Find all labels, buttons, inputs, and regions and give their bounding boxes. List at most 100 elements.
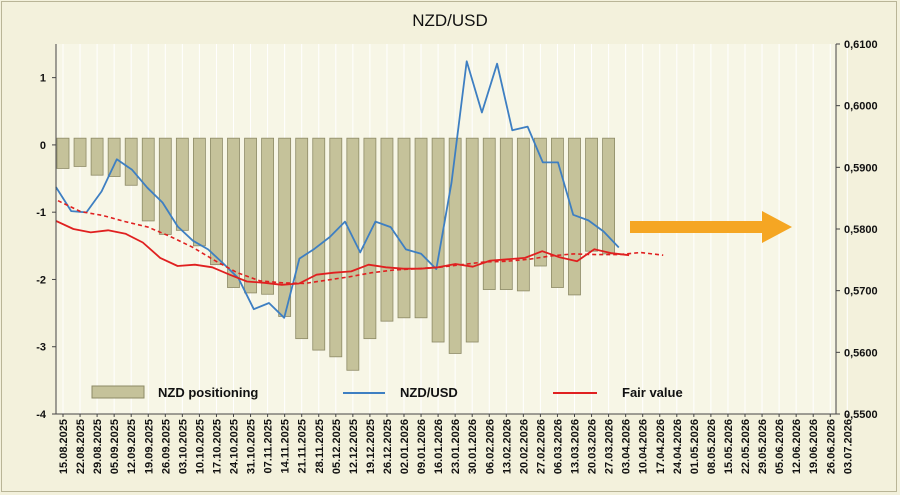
left-tick-label: 0 xyxy=(40,140,46,152)
forecast-arrow xyxy=(630,211,792,243)
left-axis: -4 -3 -2 -1 0 1 xyxy=(36,44,57,421)
x-tick-label: 28.11.2025 xyxy=(314,419,326,473)
x-tick-label: 30.01.2026 xyxy=(467,419,479,474)
x-tick-label: 24.10.2025 xyxy=(229,419,241,474)
left-tick-label: -2 xyxy=(36,274,46,286)
positioning-bar xyxy=(329,137,343,358)
x-tick-label: 15.05.2026 xyxy=(723,419,735,474)
positioning-bar xyxy=(210,137,223,266)
left-tick-label: -3 xyxy=(36,342,46,354)
x-tick-label: 12.06.2026 xyxy=(791,419,803,474)
x-tick-label: 23.01.2026 xyxy=(450,419,462,474)
positioning-bar xyxy=(397,137,411,319)
x-tick-label: 05.09.2025 xyxy=(109,419,121,474)
right-tick-label: 0,5600 xyxy=(844,347,878,359)
positioning-bar xyxy=(363,137,377,340)
series-line-nzd-usd xyxy=(55,60,620,319)
legend: NZD positioning NZD/USD Fair value xyxy=(91,385,683,400)
positioning-bar xyxy=(414,137,428,319)
x-tick-label: 31.10.2025 xyxy=(246,419,258,474)
positioning-bar xyxy=(551,137,564,288)
legend-item-positioning: NZD positioning xyxy=(91,385,258,400)
x-tick-label: 20.02.2026 xyxy=(518,419,530,474)
x-tick-label: 17.04.2026 xyxy=(655,419,667,474)
positioning-bar xyxy=(175,137,189,231)
positioning-bar xyxy=(585,137,598,252)
x-tick-label: 26.06.2026 xyxy=(825,419,837,474)
x-tick-label: 03.07.2026 xyxy=(842,419,854,474)
left-tick-label: 1 xyxy=(40,73,46,85)
x-tick-label: 12.09.2025 xyxy=(126,419,138,474)
positioning-bar xyxy=(141,137,155,222)
legend-label-positioning: NZD positioning xyxy=(158,385,258,400)
positioning-bar xyxy=(107,137,121,177)
x-tick-label: 20.03.2026 xyxy=(587,419,599,474)
x-tick-label: 26.09.2025 xyxy=(160,419,172,474)
x-tick-label: 27.03.2026 xyxy=(604,419,616,474)
right-tick-label: 0,6100 xyxy=(844,39,878,51)
legend-label-nzdusd: NZD/USD xyxy=(400,385,458,400)
x-tick-label: 14.11.2025 xyxy=(280,419,292,473)
positioning-bar xyxy=(499,137,513,290)
right-tick-label: 0,5500 xyxy=(844,409,878,421)
series-lines xyxy=(55,60,664,319)
positioning-bar xyxy=(261,137,275,295)
x-tick-label: 05.06.2026 xyxy=(774,419,786,474)
x-tick-label: 22.05.2026 xyxy=(740,419,752,474)
x-tick-label: 06.02.2026 xyxy=(484,419,496,474)
positioning-bar xyxy=(192,137,206,247)
x-tick-label: 19.09.2025 xyxy=(143,419,155,474)
positioning-bar xyxy=(380,137,394,322)
series-line-fair-value-trend xyxy=(57,199,664,285)
positioning-bar xyxy=(534,137,547,267)
x-tick-label: 21.11.2025 xyxy=(297,419,309,473)
right-axis: 0,5500 0,5600 0,5700 0,5800 0,5900 0,6000 0,61… xyxy=(56,39,878,421)
positioning-bar xyxy=(431,137,445,343)
positioning-bar xyxy=(448,137,462,354)
x-tick-label: 01.05.2026 xyxy=(689,419,701,474)
right-tick-label: 0,5800 xyxy=(844,224,878,236)
x-tick-label: 09.01.2026 xyxy=(416,419,428,474)
x-tick-label: 03.10.2025 xyxy=(177,419,189,474)
right-tick-label: 0,5700 xyxy=(844,286,878,298)
positioning-bar xyxy=(312,137,326,351)
positioning-bars xyxy=(56,137,615,371)
positioning-bar xyxy=(124,137,138,186)
positioning-bar xyxy=(244,137,257,294)
x-tick-label: 15.08.2025 xyxy=(58,419,70,474)
legend-item-nzdusd: NZD/USD xyxy=(343,385,458,400)
positioning-bar xyxy=(278,137,292,317)
x-tick-label: 08.05.2026 xyxy=(706,419,718,474)
right-tick-label: 0,5900 xyxy=(844,162,878,174)
series-line-fair-value xyxy=(55,220,630,286)
x-tick-label: 26.12.2025 xyxy=(382,419,394,474)
positioning-bar xyxy=(90,137,104,176)
x-tick-label: 03.04.2026 xyxy=(621,419,633,474)
right-tick-label: 0,6000 xyxy=(844,101,878,113)
left-tick-label: -4 xyxy=(36,409,47,421)
x-tick-label: 19.12.2025 xyxy=(365,419,377,474)
x-tick-label: 05.12.2025 xyxy=(331,419,343,474)
x-tick-label: 29.08.2025 xyxy=(92,419,104,474)
left-tick-label: -1 xyxy=(36,207,46,219)
positioning-bar xyxy=(516,137,530,292)
x-tick-label: 16.01.2026 xyxy=(433,419,445,474)
x-tick-label: 06.03.2026 xyxy=(552,419,564,474)
x-tick-label: 10.10.2025 xyxy=(194,419,206,474)
x-tick-label: 02.01.2026 xyxy=(399,419,411,474)
positioning-bar xyxy=(482,137,496,290)
x-axis: 15.08.2025 22.08.2025 29.08.2025 05.09.2025… xyxy=(58,414,854,474)
x-tick-label: 27.02.2026 xyxy=(535,419,547,474)
x-tick-label: 10.04.2026 xyxy=(638,419,650,474)
x-tick-label: 22.08.2025 xyxy=(75,419,87,474)
legend-label-fair-value: Fair value xyxy=(622,385,683,400)
x-tick-label: 19.06.2026 xyxy=(808,419,820,474)
positioning-bar xyxy=(158,137,172,235)
x-tick-label: 13.03.2026 xyxy=(570,419,582,474)
positioning-bar xyxy=(227,137,240,288)
positioning-bar xyxy=(56,137,70,169)
x-tick-label: 24.04.2026 xyxy=(672,419,684,474)
positioning-bar xyxy=(73,137,87,167)
x-tick-label: 17.10.2025 xyxy=(211,419,223,474)
